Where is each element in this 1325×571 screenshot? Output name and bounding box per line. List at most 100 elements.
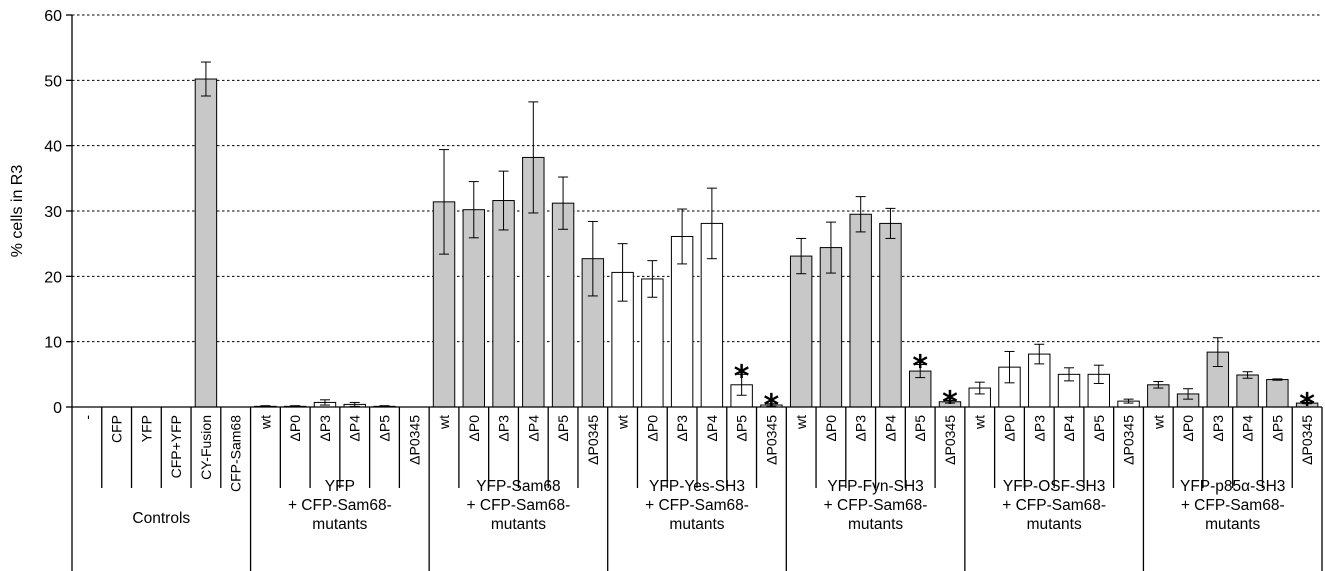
x-category-label: ΔP0345 (406, 415, 422, 465)
group-label: Controls (132, 510, 190, 527)
group-label-line: + CFP-Sam68- (1181, 497, 1285, 514)
group-label-line: + CFP-Sam68- (824, 497, 928, 514)
error-bar (528, 101, 539, 214)
x-category-label: ΔP0 (287, 415, 303, 442)
bar (849, 213, 872, 408)
category-labels: - CFP YFP CFP+YFP CY-Fusion CFP-Sam68 wt ΔP0 ΔP3… (79, 415, 1315, 492)
group-label-line: mutants (669, 516, 724, 533)
error-bar (558, 176, 569, 230)
x-category-label: ΔP5 (377, 415, 393, 442)
error-bar (1093, 364, 1104, 384)
x-category-label: ΔP3 (853, 415, 869, 442)
error-bar (468, 181, 479, 239)
group-label: YFP-OSF-SH3+ CFP-Sam68-mutants (1002, 478, 1106, 533)
error-bar (766, 403, 777, 407)
group-label: YFP-p85α-SH3+ CFP-Sam68-mutants (1180, 478, 1285, 533)
error-bar (587, 220, 598, 297)
significance-star: * (942, 385, 958, 420)
x-category-label: YFP (138, 415, 154, 442)
group-label-line: Controls (132, 510, 190, 527)
x-category-label: ΔP4 (525, 415, 541, 442)
x-category-label: CY-Fusion (198, 415, 214, 480)
error-bar (349, 401, 360, 407)
bar (194, 78, 218, 408)
x-category-label: ΔP4 (704, 415, 720, 442)
x-category-label: ΔP5 (912, 415, 928, 442)
error-bar (915, 364, 926, 379)
error-bar (974, 381, 985, 395)
error-bar (1302, 401, 1313, 405)
y-tick-label: 30 (44, 204, 62, 221)
x-category-label: ΔP0345 (942, 415, 958, 465)
group-label-line: mutants (848, 516, 903, 533)
error-bars (200, 61, 1313, 408)
error-bar (498, 170, 509, 231)
bar (641, 278, 664, 408)
bar (789, 255, 813, 408)
error-bar (736, 373, 747, 396)
x-category-label: ΔP5 (1269, 415, 1285, 442)
x-category-label: ΔP4 (1240, 415, 1256, 442)
error-bar (1183, 388, 1194, 400)
x-category-label: - (79, 415, 95, 420)
group-label-line: + CFP-Sam68- (288, 497, 392, 514)
error-bar (617, 243, 628, 302)
x-category-label: ΔP0345 (585, 415, 601, 465)
x-category-label: ΔP3 (496, 415, 512, 442)
significance-star: * (912, 350, 928, 385)
group-label-line: mutants (312, 516, 367, 533)
bar (551, 202, 575, 408)
x-category-label: ΔP0 (1002, 415, 1018, 442)
y-tick-label: 50 (44, 73, 62, 90)
x-category-label: ΔP4 (1061, 415, 1077, 442)
x-category-label: ΔP5 (1091, 415, 1107, 442)
grid-lines (72, 14, 1322, 343)
error-bar (796, 237, 807, 275)
x-category-label: ΔP5 (734, 415, 750, 442)
y-axis-label: % cells in R3 (9, 165, 26, 258)
y-tick-label: 20 (44, 269, 62, 286)
significance-star: * (1299, 387, 1315, 422)
x-category-label: ΔP0345 (1299, 415, 1315, 465)
significance-star: * (764, 389, 780, 424)
x-category-label: ΔP0 (644, 415, 660, 442)
x-category-label: wt (615, 415, 631, 430)
group-label-line: mutants (1205, 516, 1260, 533)
x-category-label: CFP+YFP (168, 415, 184, 478)
x-category-label: wt (793, 415, 809, 430)
error-bar (1272, 378, 1283, 381)
significance-star: * (734, 359, 750, 394)
error-bar (1153, 381, 1164, 389)
x-category-label: CFP (109, 415, 125, 443)
x-category-label: ΔP3 (674, 415, 690, 442)
bar (879, 222, 902, 408)
y-tick-label: 10 (44, 335, 62, 352)
error-bar (1004, 350, 1015, 384)
group-label-line: + CFP-Sam68- (467, 497, 571, 514)
x-category-label: ΔP0 (823, 415, 839, 442)
x-category-label: ΔP3 (1210, 415, 1226, 442)
error-bar (1212, 337, 1223, 367)
bar (492, 200, 515, 408)
axes (66, 14, 1323, 571)
x-category-label: ΔP3 (1031, 415, 1047, 442)
y-tick-label: 60 (44, 8, 62, 25)
bar (462, 209, 486, 408)
group-label-line: mutants (1027, 516, 1082, 533)
x-category-label: wt (436, 415, 452, 430)
error-bar (1064, 367, 1075, 382)
error-bar (1123, 398, 1134, 404)
error-bar (825, 221, 836, 274)
x-category-label: ΔP0 (1180, 415, 1196, 442)
x-category-label: wt (257, 415, 273, 430)
y-tick-label: 40 (44, 139, 62, 156)
group-label-line: + CFP-Sam68- (1002, 497, 1106, 514)
group-label: YFP+ CFP-Sam68-mutants (288, 478, 392, 533)
significance-markers: * * * * * (734, 350, 1315, 424)
y-tick-labels: 0 10 20 30 40 50 60 (44, 8, 62, 417)
error-bar (439, 149, 450, 255)
error-bar (885, 207, 896, 239)
group-label-line: mutants (491, 516, 546, 533)
